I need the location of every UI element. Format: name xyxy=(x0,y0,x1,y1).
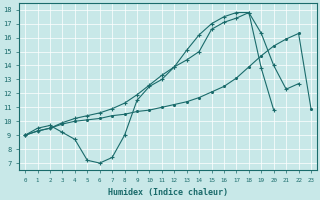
X-axis label: Humidex (Indice chaleur): Humidex (Indice chaleur) xyxy=(108,188,228,197)
